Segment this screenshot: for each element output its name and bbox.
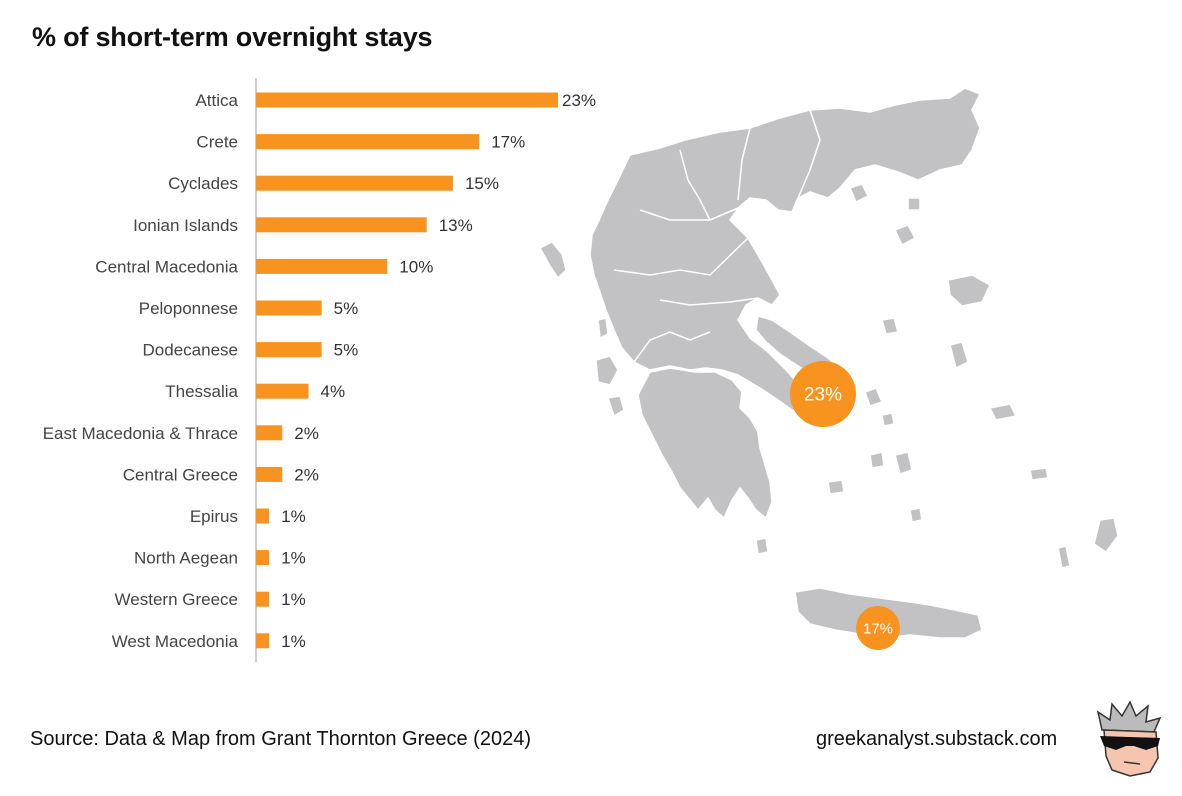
bar [256, 217, 427, 233]
bar-chart: Attica 23% Crete 17% Cyclades 15% Ionian Islan… [43, 78, 596, 662]
value-label: 2% [294, 424, 319, 443]
bar [256, 633, 270, 649]
value-label: 1% [281, 549, 306, 568]
map-region-kefalonia [595, 355, 619, 386]
map-region-lefkada [597, 317, 609, 339]
category-label: Dodecanese [143, 341, 238, 360]
map-marker-label: 17% [863, 620, 893, 637]
category-label: East Macedonia & Thrace [43, 424, 238, 443]
map-region-paros [869, 451, 885, 469]
hair-icon [1096, 700, 1162, 733]
bar [256, 134, 480, 150]
map-marker-attica [790, 361, 856, 427]
value-label: 1% [281, 590, 306, 609]
map-region-samothraki [907, 197, 921, 211]
map-region-lemnos [894, 224, 916, 246]
map-region-kythira [755, 537, 769, 555]
category-label: Attica [195, 91, 238, 110]
map-region-karpathos [1057, 545, 1071, 569]
map-region-samos [989, 403, 1017, 421]
bar [256, 466, 283, 482]
value-label: 2% [294, 465, 319, 484]
map-region-milos [827, 479, 845, 495]
map-region-corfu [539, 241, 567, 279]
value-label: 15% [465, 174, 499, 193]
map-region-rhodes [1093, 517, 1119, 553]
map-region-andros [864, 387, 883, 407]
bar [256, 591, 270, 607]
site-url: greekanalyst.substack.com [816, 728, 1058, 750]
avatar [1096, 700, 1162, 777]
category-label: Crete [196, 133, 238, 152]
map-region-zakynthos [607, 395, 625, 417]
value-label: 5% [334, 341, 359, 360]
value-label: 1% [281, 507, 306, 526]
category-label: Cyclades [168, 174, 238, 193]
source-note: Source: Data & Map from Grant Thornton G… [30, 728, 531, 750]
map-marker-crete [856, 606, 900, 650]
bar [256, 425, 283, 441]
map-marker-label: 23% [804, 385, 842, 406]
category-label: West Macedonia [112, 632, 239, 651]
category-label: Epirus [190, 507, 238, 526]
map-region-tinos [881, 412, 895, 427]
bar [256, 300, 322, 316]
value-label: 5% [334, 299, 359, 318]
map-region-chios [949, 341, 969, 369]
bar [256, 92, 558, 108]
category-label: Ionian Islands [133, 216, 238, 235]
bar [256, 175, 453, 191]
sunglasses-icon [1100, 736, 1160, 750]
map-region-mainland-north [589, 87, 981, 416]
category-label: Central Greece [123, 465, 238, 484]
value-label: 17% [491, 133, 525, 152]
value-label: 1% [281, 632, 306, 651]
bar [256, 258, 388, 274]
map-region-lesvos [947, 274, 991, 307]
value-label: 23% [562, 91, 596, 110]
map-region-santorini [909, 507, 923, 523]
value-label: 4% [321, 382, 346, 401]
greece-map: 23% 17% [539, 87, 1119, 650]
map-region-skyros [881, 317, 899, 335]
bar [256, 383, 309, 399]
category-label: Peloponnese [139, 299, 238, 318]
category-label: Western Greece [115, 590, 238, 609]
category-label: North Aegean [134, 549, 238, 568]
map-region-kos [1029, 467, 1049, 481]
chart-title: % of short-term overnight stays [32, 22, 433, 52]
value-label: 10% [399, 257, 433, 276]
bar [256, 550, 270, 566]
category-label: Thessalia [165, 382, 238, 401]
category-label: Central Macedonia [95, 257, 238, 276]
map-region-thasos [849, 183, 869, 203]
bar [256, 342, 322, 358]
map-region-peloponnese [637, 367, 773, 519]
map-region-naxos [894, 451, 913, 475]
value-label: 13% [439, 216, 473, 235]
bar [256, 508, 270, 524]
